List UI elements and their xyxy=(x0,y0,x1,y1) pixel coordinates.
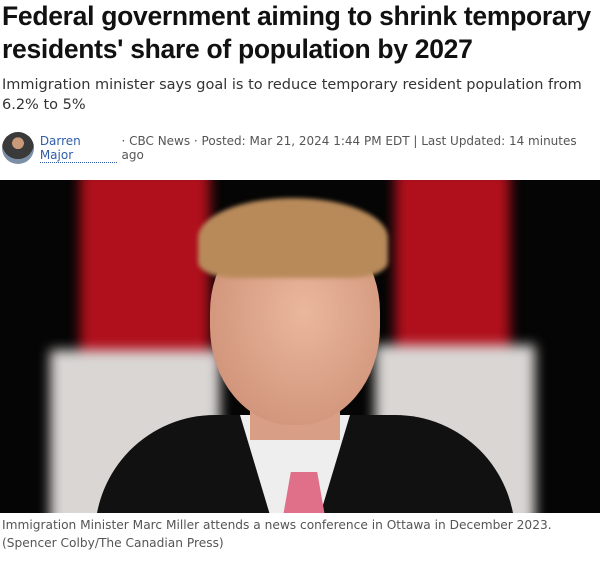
headline: Federal government aiming to shrink temp… xyxy=(2,1,591,64)
byline: Darren Major · CBC News · Posted: Mar 21… xyxy=(2,131,600,165)
hair xyxy=(198,198,388,278)
photo-caption: Immigration Minister Marc Miller attends… xyxy=(2,518,552,550)
article-photo xyxy=(0,180,600,513)
subheadline: Immigration minister says goal is to red… xyxy=(2,77,582,113)
byline-meta: · CBC News · Posted: Mar 21, 2024 1:44 P… xyxy=(121,134,577,162)
author-avatar[interactable] xyxy=(2,132,34,164)
flag-right-red xyxy=(395,180,510,370)
author-link[interactable]: Darren Major xyxy=(39,134,118,163)
flag-left-red xyxy=(80,180,210,370)
